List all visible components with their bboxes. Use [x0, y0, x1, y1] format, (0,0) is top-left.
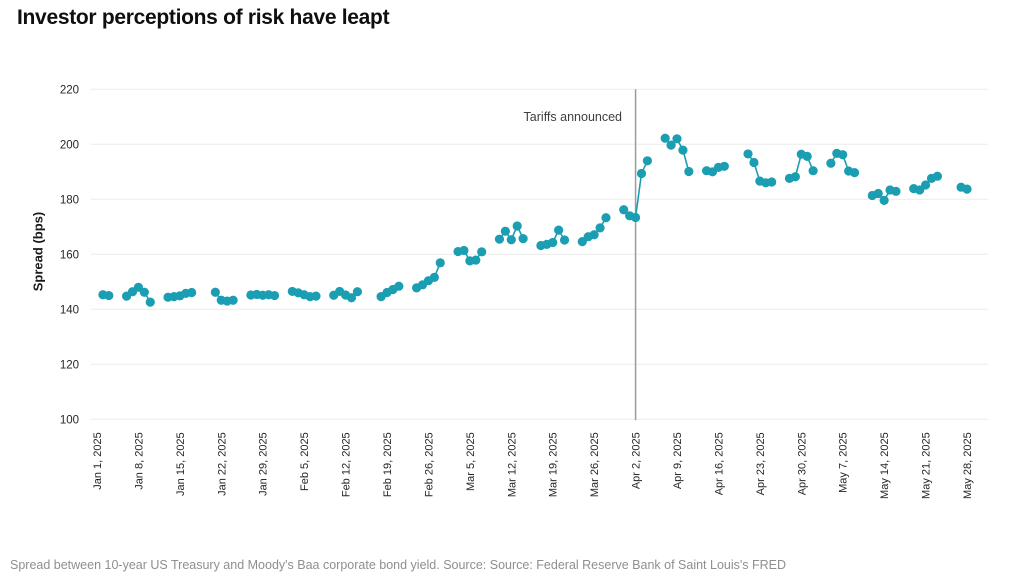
data-point — [678, 145, 688, 155]
x-tick-label: Jan 15, 2025 — [175, 432, 187, 496]
data-point — [920, 180, 931, 190]
data-point — [210, 287, 220, 297]
data-point — [873, 188, 883, 199]
data-point — [672, 134, 682, 144]
data-point — [518, 234, 528, 244]
x-tick-label: Feb 19, 2025 — [382, 432, 394, 497]
chart-title: Investor perceptions of risk have leapt — [17, 6, 390, 29]
y-tick-label: 200 — [60, 139, 79, 151]
x-tick-label: Jan 8, 2025 — [133, 432, 145, 490]
data-point — [435, 258, 445, 268]
data-point — [187, 287, 197, 298]
data-point — [269, 290, 280, 301]
x-tick-label: Mar 19, 2025 — [548, 432, 560, 497]
data-point — [595, 223, 605, 233]
data-point — [494, 234, 505, 244]
data-point — [767, 177, 777, 187]
x-tick-label: May 28, 2025 — [962, 432, 974, 499]
data-point — [311, 291, 321, 301]
x-tick-label: Jan 22, 2025 — [216, 432, 228, 496]
y-tick-label: 220 — [60, 84, 79, 96]
x-tick-label: Apr 23, 2025 — [755, 432, 767, 495]
x-tick-label: May 21, 2025 — [921, 432, 933, 499]
data-point — [749, 157, 759, 168]
data-point — [477, 247, 487, 257]
y-tick-label: 180 — [60, 194, 79, 206]
data-point — [228, 295, 238, 305]
x-tick-label: Apr 30, 2025 — [796, 432, 808, 495]
x-tick-label: Feb 12, 2025 — [341, 432, 353, 497]
x-tick-label: Mar 5, 2025 — [465, 432, 477, 491]
data-point — [346, 293, 357, 303]
x-tick-label: Apr 9, 2025 — [672, 432, 684, 489]
data-point — [743, 149, 753, 159]
data-point — [145, 297, 155, 307]
data-point — [601, 213, 611, 223]
data-point — [790, 172, 800, 182]
data-point — [554, 225, 564, 235]
data-point — [666, 140, 676, 150]
x-tick-label: Jan 29, 2025 — [258, 432, 270, 496]
data-point — [459, 245, 469, 256]
data-point — [512, 221, 522, 231]
data-point — [471, 255, 481, 265]
x-tick-label: May 7, 2025 — [838, 432, 850, 493]
y-tick-label: 160 — [60, 249, 79, 261]
data-point — [636, 168, 647, 179]
data-point — [352, 287, 363, 297]
data-point — [808, 166, 818, 176]
x-tick-label: Jan 1, 2025 — [92, 432, 104, 490]
x-tick-label: Mar 26, 2025 — [589, 432, 601, 497]
data-point — [879, 195, 889, 205]
data-point — [506, 235, 516, 245]
data-point — [104, 290, 114, 301]
data-point — [719, 161, 729, 171]
data-point — [500, 226, 510, 236]
y-tick-label: 100 — [60, 414, 79, 426]
x-tick-label: May 14, 2025 — [879, 432, 891, 499]
tariffs-annotation: Tariffs announced — [523, 110, 622, 124]
y-tick-label: 140 — [60, 304, 79, 316]
data-point — [684, 166, 694, 177]
chart-source-caption: Spread between 10-year US Treasury and M… — [10, 558, 787, 572]
x-tick-label: Mar 12, 2025 — [506, 432, 518, 497]
y-tick-label: 120 — [60, 359, 79, 371]
data-point — [589, 230, 599, 240]
data-point — [642, 156, 653, 166]
data-point — [849, 168, 860, 178]
data-point — [660, 133, 670, 143]
data-point — [891, 186, 901, 196]
data-point — [429, 272, 439, 282]
data-point — [630, 212, 641, 223]
data-point — [548, 237, 558, 248]
data-segment — [634, 173, 643, 218]
data-point — [932, 171, 943, 181]
data-point — [619, 205, 629, 215]
x-tick-label: Feb 5, 2025 — [299, 432, 311, 491]
data-point — [802, 151, 812, 161]
data-point — [962, 184, 972, 194]
data-point — [838, 150, 848, 160]
x-tick-label: Feb 26, 2025 — [423, 432, 435, 497]
data-point — [394, 281, 404, 291]
x-tick-label: Apr 16, 2025 — [713, 432, 725, 495]
data-point — [559, 235, 570, 245]
data-point — [139, 287, 149, 297]
data-point — [826, 158, 836, 168]
x-tick-label: Apr 2, 2025 — [631, 432, 643, 489]
